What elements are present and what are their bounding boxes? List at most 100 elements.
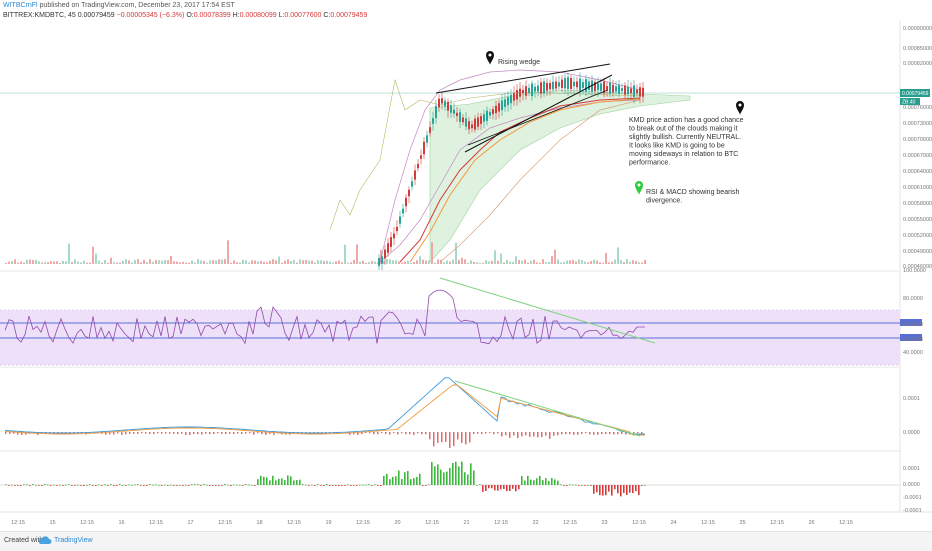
volume-bar	[239, 262, 241, 264]
oscillator-bar	[59, 484, 61, 486]
volume-bar	[116, 262, 118, 264]
macd-histogram-bar	[133, 432, 135, 434]
candle-body	[489, 111, 491, 116]
oscillator-bar	[86, 484, 88, 486]
volume-bar	[590, 261, 592, 264]
volume-bar	[206, 262, 208, 264]
oscillator-bar	[317, 484, 319, 486]
macd-histogram-bar	[589, 432, 591, 435]
rsi-line	[4, 289, 645, 345]
oscillator-bar	[644, 484, 646, 486]
wedge-lower-line[interactable]	[464, 74, 613, 153]
candle-body	[462, 117, 464, 123]
macd-histogram-bar	[461, 432, 463, 443]
oscillator-bar	[347, 484, 349, 486]
volume-bar	[314, 262, 316, 264]
macd-histogram-bar	[177, 432, 179, 435]
candle-body	[492, 109, 494, 115]
rsi-note-marker[interactable]	[635, 181, 643, 195]
volume-bar	[572, 259, 574, 264]
macd-histogram-bar	[189, 432, 191, 435]
macd-histogram-bar	[357, 432, 359, 435]
candle-body	[591, 80, 593, 92]
volume-bar	[518, 260, 520, 264]
time-axis-label: 18	[256, 520, 262, 526]
volume-bar	[617, 247, 619, 264]
chart-canvas[interactable]: 0.00090000 0.00085000 0.00082000 0.00076000…	[0, 0, 932, 531]
macd-histogram-bar	[537, 432, 539, 438]
volume-bar	[605, 252, 607, 264]
macd-histogram-bar	[121, 432, 123, 435]
macd-histogram-bar	[513, 432, 515, 436]
volume-bar	[368, 262, 370, 264]
oscillator-bar	[26, 484, 28, 486]
candle-body	[384, 249, 386, 259]
tradingview-brand[interactable]: TradingView	[54, 537, 93, 544]
oscillator-bar	[449, 467, 451, 485]
volume-bar	[362, 260, 364, 264]
volume-bar	[17, 262, 19, 264]
volume-bar	[455, 242, 457, 264]
volume-bar	[20, 261, 22, 264]
macd-histogram-bar	[129, 432, 131, 434]
oscillator-bar	[233, 484, 235, 486]
wedge-mid-line[interactable]	[467, 89, 609, 146]
oscillator-bar	[485, 485, 487, 491]
macd-histogram-bar	[437, 432, 439, 443]
oscillator-bar	[299, 479, 301, 485]
candle-body	[558, 82, 560, 87]
oscillator-bar	[140, 485, 142, 486]
time-axis-label: 15	[49, 520, 55, 526]
oscillator-bar	[416, 477, 418, 485]
macd-histogram-bar	[509, 432, 511, 438]
volume-bar	[425, 260, 427, 264]
wedge-marker[interactable]	[486, 51, 494, 65]
oscillator-bar	[467, 474, 469, 485]
macd-histogram-bar	[641, 432, 643, 434]
oscillator-bar	[161, 485, 163, 486]
candle-body	[582, 82, 584, 88]
macd-histogram-bar	[153, 432, 155, 435]
volume-bar	[407, 260, 409, 264]
macd-axis: 0.0001 0.0000	[903, 396, 920, 436]
oscillator-bar	[497, 485, 499, 491]
macd-histogram-bar	[393, 432, 395, 434]
volume-bar	[50, 261, 52, 264]
volume-bar	[443, 262, 445, 264]
macd-histogram-bar	[257, 432, 259, 434]
volume-bar	[251, 260, 253, 264]
wedge-upper-line[interactable]	[435, 63, 611, 94]
volume-bar	[344, 244, 346, 264]
volume-bar	[8, 261, 10, 264]
time-axis-label: 12:15	[80, 520, 94, 526]
volume-bar	[359, 261, 361, 264]
oscillator-bar	[542, 480, 544, 485]
kmd-note-marker[interactable]	[736, 101, 744, 115]
publisher-name[interactable]: WITBCrnFl	[3, 2, 38, 9]
macd-histogram-bar	[609, 432, 611, 435]
oscillator-bar	[167, 485, 169, 486]
volume-bar	[596, 260, 598, 264]
volume-bar	[350, 262, 352, 264]
oscillator-bar	[581, 484, 583, 486]
oscillator-bar	[314, 485, 316, 486]
moving-average-slow	[439, 99, 641, 263]
rsi-trendline[interactable]	[439, 277, 656, 344]
macd-histogram-bar	[433, 432, 435, 447]
macd-histogram-bar	[625, 432, 627, 435]
volume-bar	[14, 259, 16, 264]
volume-bar	[488, 261, 490, 264]
oscillator-bar	[56, 485, 58, 486]
price-axis: 0.00090000 0.00085000 0.00082000 0.00076000…	[903, 26, 932, 270]
volume-bar	[272, 259, 274, 264]
volume-bar	[533, 259, 535, 264]
volume-bar	[248, 262, 250, 264]
volume-bar	[338, 260, 340, 264]
time-axis-label: 12:15	[11, 520, 25, 526]
candle-body	[477, 117, 479, 127]
macd-histogram-bar	[25, 432, 27, 435]
macd-histogram-bar	[517, 432, 519, 439]
candle-body	[546, 82, 548, 91]
kmd-note-text: KMD price action has a good chance to bre…	[629, 117, 744, 167]
macd-trendline[interactable]	[454, 380, 641, 437]
